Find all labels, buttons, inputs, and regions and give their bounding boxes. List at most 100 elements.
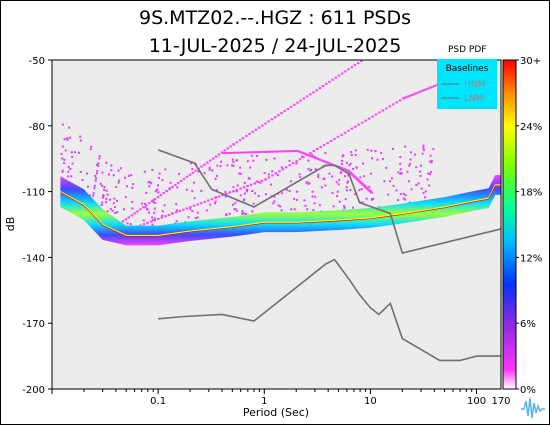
psd-scatter-point	[358, 189, 361, 192]
psd-scatter-point	[226, 164, 229, 167]
spurious-line-dot	[149, 220, 153, 223]
psd-scatter-point	[154, 190, 157, 193]
y-axis: -50 -80 -110 -140 -170 -200	[22, 56, 52, 396]
spurious-line-dot	[275, 150, 279, 153]
spurious-line-dot	[316, 148, 319, 151]
psd-scatter-point	[354, 193, 357, 196]
spurious-line-dot	[297, 150, 300, 153]
psd-scatter-point	[152, 201, 155, 204]
psd-scatter-point	[151, 168, 154, 171]
spurious-line-dot	[228, 191, 232, 194]
spurious-line-dot	[156, 196, 160, 199]
psd-scatter-point	[335, 181, 338, 184]
psd-scatter-point	[371, 157, 374, 160]
psd-scatter-point	[352, 167, 355, 170]
psd-scatter-point	[243, 192, 246, 195]
psd-scatter-point	[239, 194, 242, 197]
psd-scatter-point	[422, 192, 425, 195]
psd-scatter-point	[95, 172, 98, 175]
spurious-line-dot	[270, 118, 274, 121]
spurious-line-dot	[130, 214, 133, 217]
psd-scatter-point	[276, 174, 279, 177]
psd-scatter-point	[256, 154, 259, 157]
psd-scatter-point	[389, 180, 392, 183]
psd-scatter-point	[193, 197, 196, 200]
psd-scatter-point	[122, 208, 125, 211]
psd-scatter-point	[208, 166, 211, 169]
spurious-line-dot	[344, 70, 347, 73]
psd-scatter-point	[67, 170, 70, 173]
spurious-line-dot	[249, 151, 253, 154]
psd-scatter-point	[390, 177, 393, 180]
psd-scatter-point	[341, 163, 344, 166]
baseline-lnm	[158, 258, 501, 362]
spurious-line-dot	[191, 171, 195, 174]
psd-scatter-point	[225, 214, 228, 217]
spurious-line-dot	[322, 160, 326, 163]
colorbar-ticks: 30+ 24% 18% 12% 6% 0%	[516, 56, 542, 396]
spurious-line-dot	[145, 204, 148, 207]
x-tick-label: 10	[364, 396, 377, 407]
psd-scatter-point	[153, 217, 156, 220]
spurious-line-dot	[235, 151, 238, 154]
psd-scatter-point	[185, 188, 188, 191]
psd-scatter-point	[147, 181, 150, 184]
spurious-line-dot	[350, 127, 354, 130]
psd-scatter-point	[151, 223, 154, 226]
psd-scatter-point	[342, 154, 345, 157]
psd-scatter-point	[175, 209, 178, 212]
legend-title: Baselines	[446, 64, 489, 74]
psd-scatter-point	[408, 164, 411, 167]
spurious-line-dot	[330, 163, 333, 166]
psd-scatter-point	[415, 184, 418, 187]
spurious-line-dot	[222, 152, 225, 155]
psd-scatter-point	[323, 177, 326, 180]
psd-scatter-point	[245, 212, 248, 215]
psd-scatter-point	[224, 195, 227, 198]
spurious-line-dot	[272, 150, 275, 153]
psd-scatter-point	[110, 169, 113, 172]
spurious-line-dot	[209, 159, 212, 162]
psd-scatter-point	[293, 208, 296, 211]
spurious-line-dot	[259, 151, 262, 154]
psd-scatter-point	[347, 174, 350, 177]
spurious-line-dot	[385, 107, 388, 110]
x-tick-label: 0.1	[150, 396, 166, 407]
psd-scatter-point	[273, 195, 276, 198]
psd-scatter-point	[103, 188, 106, 191]
spurious-line-dot	[298, 158, 302, 161]
colorbar-tick-label: 30+	[520, 56, 541, 67]
psd-scatter-point	[365, 197, 368, 200]
psd-scatter-point	[66, 137, 69, 140]
psd-scatter-point	[157, 177, 160, 180]
spurious-line-dot	[229, 145, 232, 148]
psd-scatter-point	[273, 157, 276, 160]
spurious-line-dot	[280, 112, 283, 115]
spurious-line-dot	[327, 162, 331, 165]
psd-scatter-point	[119, 167, 122, 170]
spurious-line-dot	[196, 203, 199, 206]
spurious-line-dot	[309, 93, 312, 96]
app-logo	[520, 395, 546, 421]
spurious-line-dot	[321, 159, 325, 162]
psd-scatter-point	[145, 191, 148, 194]
psd-scatter-point	[348, 164, 351, 167]
psd-scatter-point	[115, 185, 118, 188]
psd-scatter-point	[148, 185, 151, 188]
psd-scatter-point	[296, 190, 299, 193]
spurious-line-dot	[182, 177, 186, 180]
psd-scatter-point	[349, 188, 352, 191]
spurious-line-dot	[290, 150, 294, 153]
psd-scatter-point	[374, 149, 377, 152]
psd-scatter-point	[317, 175, 320, 178]
psd-scatter-point	[430, 161, 433, 164]
spurious-line-dot	[283, 110, 286, 113]
psd-scatter-point	[311, 190, 314, 193]
psd-peak-ridge	[60, 184, 501, 237]
psd-scatter-point	[428, 160, 431, 163]
spurious-line-dot	[210, 198, 214, 201]
baselines-layer	[157, 149, 501, 362]
spurious-line-dot	[414, 92, 418, 95]
psd-scatter-point	[150, 182, 153, 185]
psd-scatter-point	[340, 159, 343, 162]
